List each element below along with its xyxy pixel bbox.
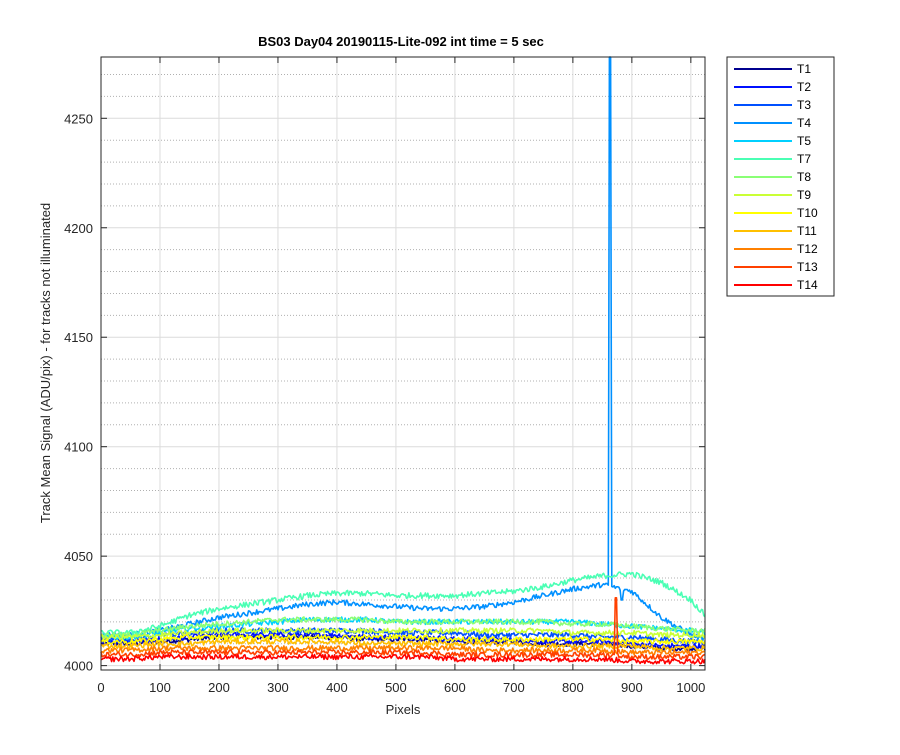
x-tick-label: 0 xyxy=(97,680,104,695)
y-tick-label: 4150 xyxy=(64,330,93,345)
x-tick-label: 200 xyxy=(208,680,230,695)
x-tick-label: 400 xyxy=(326,680,348,695)
x-tick-label: 900 xyxy=(621,680,643,695)
series-line-t13 xyxy=(100,597,706,661)
legend-label: T8 xyxy=(797,170,811,184)
y-tick-label: 4000 xyxy=(64,659,93,674)
x-tick-label: 500 xyxy=(385,680,407,695)
x-axis-label: Pixels xyxy=(386,702,421,717)
series-lines xyxy=(100,56,706,665)
x-tick-label: 300 xyxy=(267,680,289,695)
y-tick-label: 4050 xyxy=(64,549,93,564)
series-line-t14 xyxy=(100,653,706,665)
legend-label: T12 xyxy=(797,242,818,256)
chart-title: BS03 Day04 20190115-Lite-092 int time = … xyxy=(258,34,544,49)
legend-label: T2 xyxy=(797,80,811,94)
y-axis: 4000 4050 4100 4150 4200 4250 xyxy=(64,111,705,674)
series-line-t9 xyxy=(100,627,706,641)
legend: T1 T2 T3 T4 T5 T7 T8 T9 T10 T11 T12 T13 T14 xyxy=(726,56,835,297)
axes-box xyxy=(100,56,706,671)
x-tick-label: 600 xyxy=(444,680,466,695)
series-line-t7 xyxy=(100,571,706,636)
legend-label: T14 xyxy=(797,278,818,292)
y-tick-label: 4250 xyxy=(64,111,93,126)
legend-label: T7 xyxy=(797,152,811,166)
legend-label: T4 xyxy=(797,116,811,130)
legend-label: T11 xyxy=(797,224,817,238)
legend-label: T13 xyxy=(797,260,818,274)
legend-label: T9 xyxy=(797,188,811,202)
x-tick-label: 100 xyxy=(149,680,171,695)
series-line-t11 xyxy=(101,638,706,652)
series-line-t10 xyxy=(100,633,706,645)
legend-label: T10 xyxy=(797,206,818,220)
legend-label: T5 xyxy=(797,134,811,148)
series-line-t4 xyxy=(100,56,706,642)
legend-label: T3 xyxy=(797,98,811,112)
y-tick-label: 4100 xyxy=(64,440,93,455)
y-axis-label: Track Mean Signal (ADU/pix) - for tracks… xyxy=(38,203,53,523)
x-tick-label: 700 xyxy=(503,680,525,695)
plot-area xyxy=(101,57,705,670)
x-tick-label: 1000 xyxy=(676,680,705,695)
legend-label: T1 xyxy=(797,62,811,76)
x-axis: 0 100 200 300 400 500 600 700 800 900 1000 xyxy=(97,57,705,695)
grid xyxy=(100,57,705,670)
series-line-t8 xyxy=(100,616,706,638)
y-tick-label: 4200 xyxy=(64,221,93,236)
series-line-t12 xyxy=(100,644,706,656)
x-tick-label: 800 xyxy=(562,680,584,695)
